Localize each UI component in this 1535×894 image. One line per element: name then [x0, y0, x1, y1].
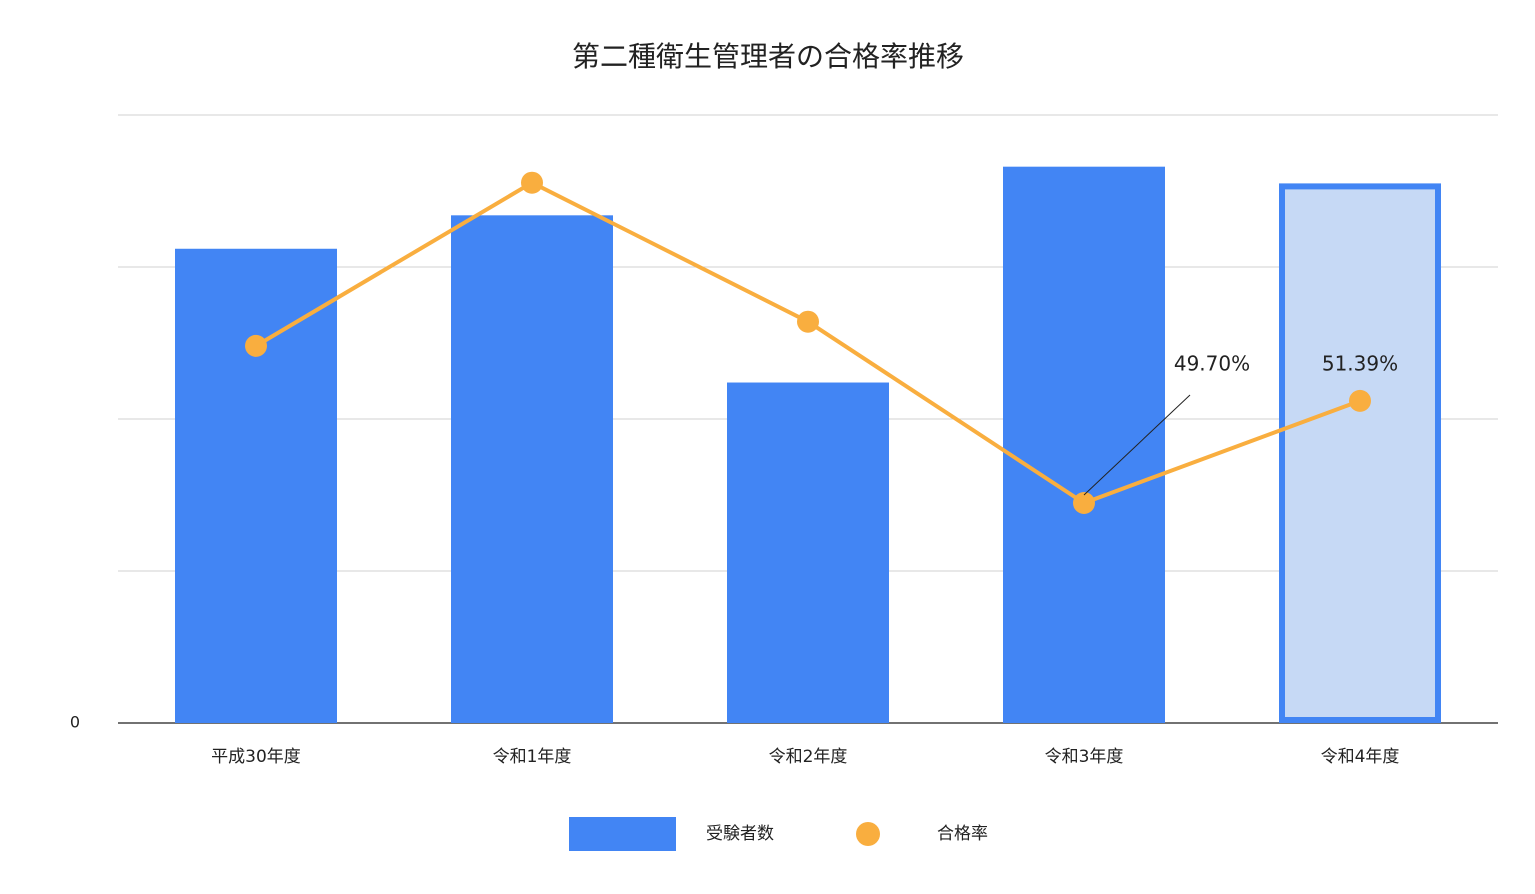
legend-swatch — [856, 822, 880, 846]
data-label: 51.39% — [1322, 352, 1398, 376]
bar — [1003, 166, 1165, 723]
x-tick-label: 令和4年度 — [1321, 747, 1400, 767]
point — [245, 334, 267, 357]
point — [1349, 389, 1371, 412]
point — [797, 310, 819, 333]
bar — [451, 215, 613, 723]
legend-label: 受験者数 — [706, 824, 774, 844]
point — [521, 171, 543, 194]
legend-swatch — [569, 817, 676, 851]
x-tick-label: 令和2年度 — [769, 747, 848, 767]
label-leader — [1083, 394, 1191, 496]
bar — [1279, 183, 1441, 723]
bar — [175, 248, 337, 723]
bar — [727, 382, 889, 723]
x-tick-label: 令和3年度 — [1045, 747, 1124, 767]
point — [1073, 492, 1095, 515]
x-tick-label: 平成30年度 — [211, 747, 301, 767]
legend-label: 合格率 — [937, 824, 988, 844]
data-label: 49.70% — [1174, 352, 1250, 376]
x-tick-label: 令和1年度 — [493, 747, 572, 767]
chart-title: 第二種衛生管理者の合格率推移 — [572, 40, 964, 73]
y-tick-label: 0 — [70, 713, 80, 732]
